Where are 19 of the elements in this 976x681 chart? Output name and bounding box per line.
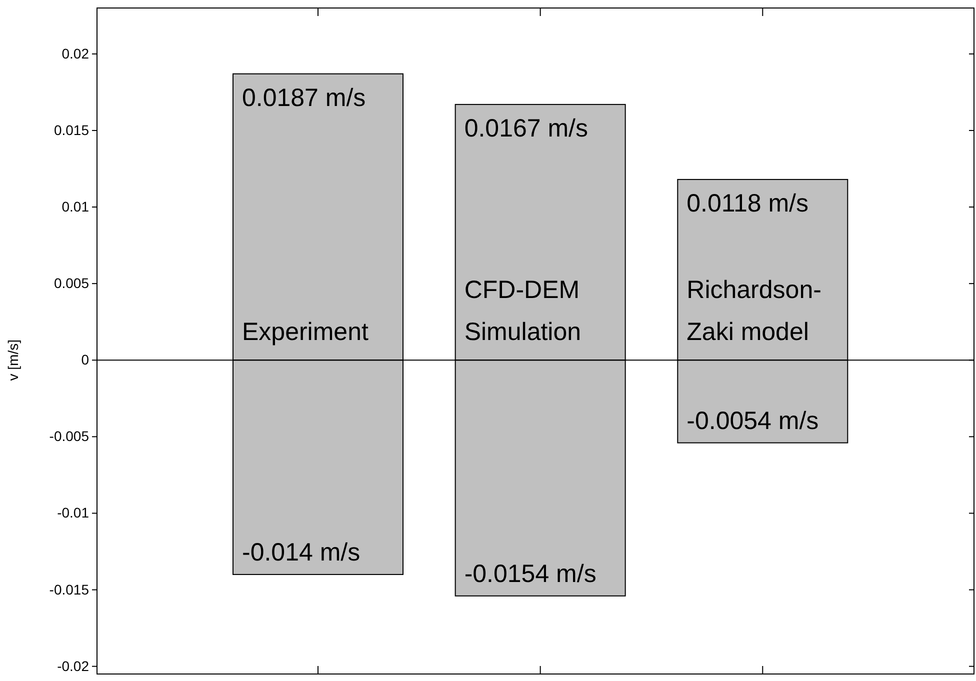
y-tick-label: -0.02 — [57, 658, 90, 674]
y-axis-title: v [m/s] — [5, 340, 21, 381]
y-tick-label: 0.015 — [54, 122, 90, 138]
x-tick-label: Experiment — [242, 318, 368, 346]
x-tick-label: Richardson-Zaki model — [686, 276, 822, 346]
data-label: 0.0187 m/s — [242, 84, 366, 112]
y-tick-label: 0.02 — [62, 45, 90, 62]
y-tick-label: -0.01 — [57, 504, 90, 521]
y-tick-label: -0.015 — [49, 581, 90, 598]
y-tick-label: -0.005 — [49, 428, 90, 444]
x-tick-label: CFD-DEM Simulation — [464, 276, 582, 346]
data-label: 0.0167 m/s — [464, 114, 588, 142]
data-label: -0.014 m/s — [242, 538, 360, 566]
data-label: 0.0118 m/s — [686, 189, 808, 218]
data-label: -0.0154 m/s — [464, 560, 596, 588]
y-tick-label: 0 — [81, 352, 90, 368]
data-label: -0.0054 m/s — [686, 406, 819, 435]
y-tick-label: 0.005 — [54, 275, 90, 292]
y-tick-label: 0.01 — [62, 198, 90, 215]
